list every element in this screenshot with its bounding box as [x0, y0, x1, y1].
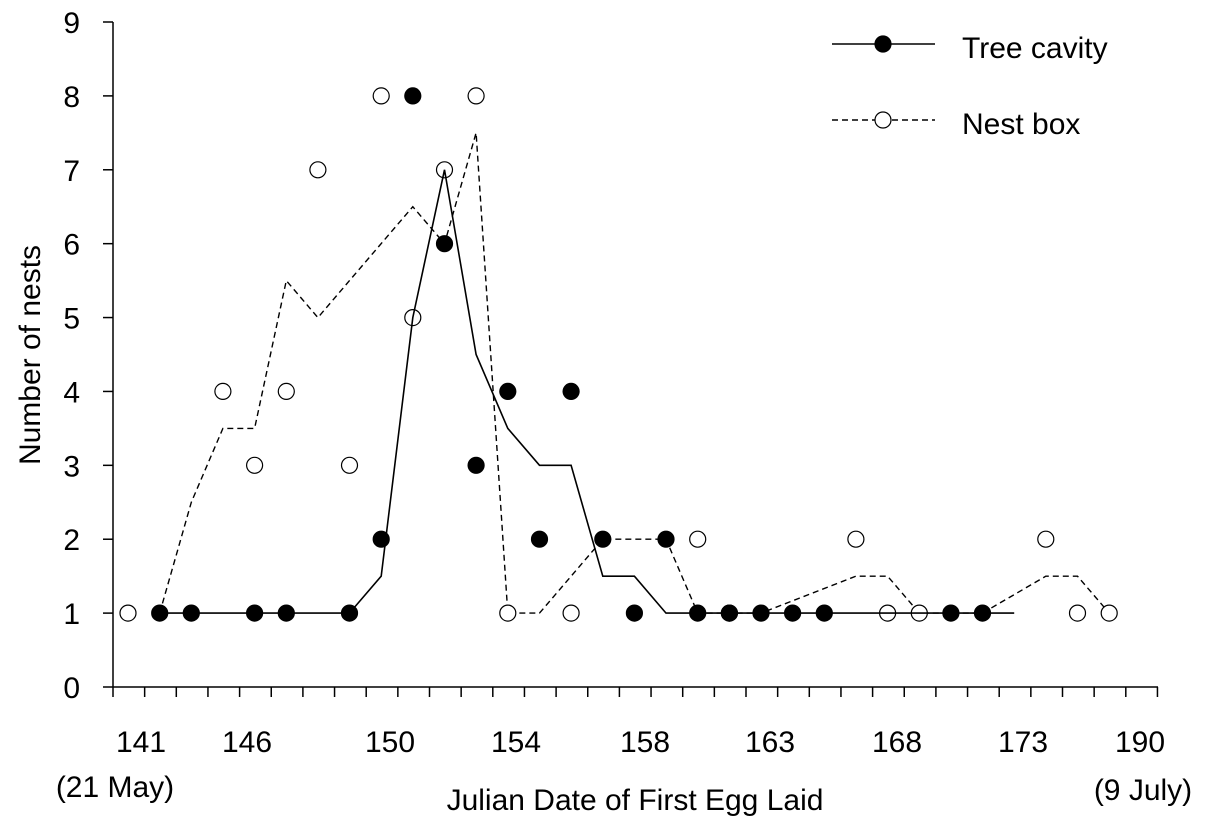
legend: Tree cavity Nest box — [832, 32, 1108, 141]
tree-cavity-trend-line — [159, 169, 1015, 614]
y-tick-label: 0 — [63, 672, 80, 705]
tree-cavity-point — [467, 456, 485, 474]
tree-cavity-point — [435, 235, 454, 253]
nest-box-point — [214, 382, 232, 400]
x-tick-label: 173 — [998, 726, 1048, 759]
tree-cavity-point — [783, 604, 802, 622]
legend-nest-box-marker — [874, 111, 892, 129]
x-start-date-label: (21 May) — [56, 771, 174, 804]
tree-cavity-point — [594, 530, 612, 548]
legend-tree-cavity-marker — [874, 35, 892, 53]
tree-cavity-point — [752, 604, 770, 622]
tree-cavity-point — [499, 382, 517, 400]
nest-box-point — [309, 161, 327, 179]
y-tick-label: 7 — [63, 155, 80, 188]
x-tick-label: 163 — [745, 726, 795, 759]
nest-box-point — [277, 382, 295, 400]
tree-cavity-point — [657, 530, 675, 548]
y-tick-label: 5 — [63, 303, 80, 336]
y-axis-title: Number of nests — [14, 245, 47, 465]
tree-cavity-point — [277, 604, 295, 622]
series-nest-box — [119, 87, 1118, 622]
y-tick-label: 8 — [63, 81, 80, 114]
nest-box-point — [689, 530, 707, 548]
legend-tree-cavity-label: Tree cavity — [962, 32, 1108, 65]
nest-box-point — [1037, 530, 1055, 548]
tree-cavity-point — [246, 604, 264, 622]
x-tick-label: 158 — [620, 726, 670, 759]
x-tick-label: 150 — [365, 726, 415, 759]
tree-cavity-point — [625, 604, 644, 622]
x-tick-label: 168 — [872, 726, 922, 759]
tree-cavity-point — [562, 382, 580, 400]
tree-cavity-point — [720, 604, 739, 622]
tree-cavity-point — [973, 604, 992, 622]
axes: 0 1 2 3 4 5 6 7 8 9 141 146 150 154 158 163 168 173 190 (21… — [14, 7, 1192, 816]
tree-cavity-point — [689, 604, 707, 622]
tree-cavity-point — [340, 604, 359, 622]
nest-box-point — [119, 604, 137, 622]
x-tick-label: 154 — [491, 726, 541, 759]
nest-box-trend-line — [159, 132, 1110, 614]
nest-box-point — [1100, 604, 1118, 622]
nest-box-point — [499, 604, 517, 622]
nest-box-point — [340, 456, 359, 474]
tree-cavity-point — [815, 604, 833, 622]
tree-cavity-point — [372, 530, 390, 548]
tree-cavity-point — [182, 604, 200, 622]
nest-box-point — [246, 456, 264, 474]
x-tick-label: 146 — [222, 726, 272, 759]
x-tick-label: 141 — [116, 726, 166, 759]
y-tick-label: 2 — [63, 524, 80, 557]
y-tick-label: 1 — [63, 598, 80, 631]
legend-nest-box-label: Nest box — [962, 108, 1080, 141]
y-tick-label: 9 — [63, 7, 80, 40]
x-tick-label: 190 — [1115, 726, 1165, 759]
series-tree-cavity — [151, 87, 1015, 622]
nest-box-point — [372, 87, 390, 105]
x-axis-title: Julian Date of First Egg Laid — [447, 784, 824, 816]
tree-cavity-point — [942, 604, 960, 622]
x-end-date-label: (9 July) — [1094, 774, 1192, 807]
nest-box-point — [467, 87, 485, 105]
y-tick-label: 4 — [63, 376, 80, 409]
y-tick-label: 3 — [63, 450, 80, 483]
tree-cavity-point — [151, 604, 169, 622]
tree-cavity-point — [530, 530, 549, 548]
tree-cavity-point — [404, 87, 422, 105]
nest-box-point — [1068, 604, 1087, 622]
nest-box-point — [847, 530, 865, 548]
nest-box-point — [562, 604, 580, 622]
y-tick-label: 6 — [63, 229, 80, 262]
